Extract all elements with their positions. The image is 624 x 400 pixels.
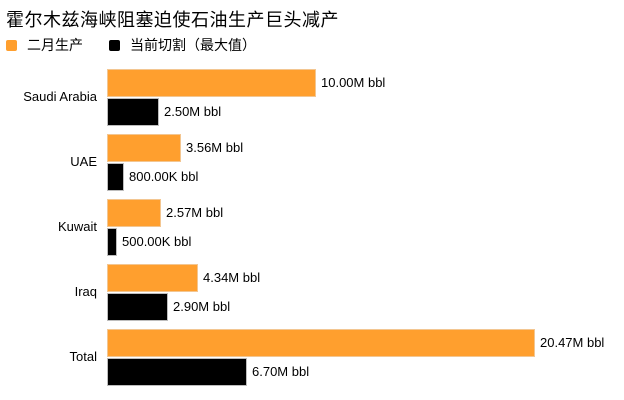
bar-value-label: 500.00K bbl [122, 234, 192, 249]
bar-value-label: 2.57M bbl [166, 205, 224, 220]
legend-label: 当前切割（最大值） [130, 38, 256, 54]
legend-label: 二月生产 [27, 38, 83, 54]
bar-value-label: 800.00K bbl [129, 169, 199, 184]
bar-current-cut [107, 163, 124, 191]
bar-feb-production [107, 199, 161, 227]
legend-item-current-cut: 当前切割（最大值） [109, 35, 256, 55]
legend: 二月生产 当前切割（最大值） [6, 35, 282, 55]
chart-title: 霍尔木兹海峡阻塞迫使石油生产巨头减产 [6, 10, 339, 31]
bar-current-cut [107, 358, 247, 386]
bar-feb-production [107, 69, 316, 97]
bar-feb-production [107, 264, 198, 292]
category-label: Iraq [74, 284, 97, 299]
bar-feb-production [107, 329, 535, 357]
bar-value-label: 2.50M bbl [164, 104, 222, 119]
bar-current-cut [107, 228, 117, 256]
bar-value-label: 2.90M bbl [173, 299, 231, 314]
bar-value-label: 20.47M bbl [540, 335, 605, 350]
bar-value-label: 10.00M bbl [321, 75, 386, 90]
category-label: Saudi Arabia [23, 89, 97, 104]
bar-current-cut [107, 293, 168, 321]
bar-value-label: 3.56M bbl [186, 140, 244, 155]
category-label: Kuwait [57, 219, 97, 234]
bar-value-label: 6.70M bbl [252, 364, 310, 379]
legend-item-feb-production: 二月生产 [6, 35, 83, 55]
bar-value-label: 4.34M bbl [203, 270, 261, 285]
bar-feb-production [107, 134, 181, 162]
legend-swatch-black [109, 39, 120, 51]
category-label: Total [69, 349, 97, 364]
legend-swatch-orange [6, 39, 17, 51]
bar-current-cut [107, 98, 159, 126]
category-label: UAE [70, 154, 97, 169]
